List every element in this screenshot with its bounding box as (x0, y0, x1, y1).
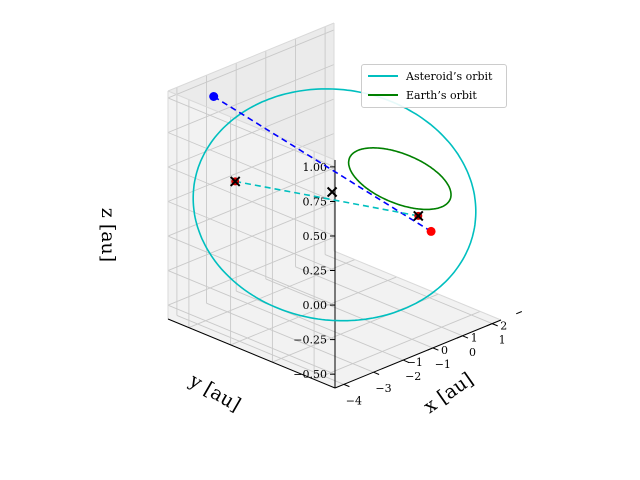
x-tick (343, 383, 350, 388)
y-axis-line (167, 318, 336, 389)
grid-line-z (167, 202, 335, 272)
cyan-dashed-segment (235, 180, 419, 217)
grid-line-z (167, 201, 336, 271)
x-tick (462, 335, 469, 339)
grid-line-z (167, 235, 336, 306)
x-tick-label: −3 (375, 382, 391, 395)
grid-line-y (313, 310, 481, 380)
z-tick-label: 0.75 (303, 196, 328, 209)
grid-lines (167, 26, 493, 385)
x-tick (491, 323, 498, 327)
y-tick (456, 335, 463, 339)
z-tick-label: 0.00 (303, 299, 328, 312)
grid-line-x (176, 314, 345, 385)
grid-line-x (206, 302, 374, 373)
z-tick-label: 0.25 (303, 265, 328, 278)
legend-swatch-earth (368, 94, 398, 96)
blue-point (209, 92, 219, 101)
z-tick-label: −0.25 (293, 334, 327, 347)
grid-line-z (167, 64, 335, 133)
grid-line-z (167, 133, 335, 202)
x-tick-label: −1 (435, 358, 451, 371)
pane-edge (333, 250, 502, 321)
cross-marker (326, 186, 338, 198)
legend-entry-earth: Earth’s orbit (368, 87, 477, 103)
z-tick-label: −0.50 (293, 368, 327, 381)
z-tick-label: 1.00 (303, 161, 328, 174)
plot-data (192, 88, 477, 322)
y-tick-label: 0 (441, 344, 448, 357)
x-tick-label: 1 (499, 334, 506, 347)
grid-line-x (324, 254, 493, 325)
x-tick-label: −2 (405, 370, 421, 383)
y-tick (427, 347, 433, 351)
legend-swatch-asteroid (368, 75, 398, 77)
legend-label-earth: Earth’s orbit (406, 88, 477, 102)
y-axis-label: y [au] (185, 369, 245, 416)
grid-line-z (167, 167, 335, 237)
legend-label-asteroid: Asteroid’s orbit (406, 69, 493, 83)
grid-line-y (230, 276, 397, 346)
x-tick (373, 371, 380, 375)
cross-marker (229, 176, 241, 187)
pane-edge (167, 90, 336, 161)
pane-edge (167, 22, 335, 92)
x-tick (403, 359, 409, 363)
grid-line-x (295, 266, 463, 337)
asteroid-orbit-line (192, 88, 477, 322)
x-axis-label: x [au] (420, 368, 478, 418)
x-tick (432, 347, 439, 351)
y-tick-label: −1 (407, 356, 423, 369)
legend: Asteroid’s orbit Earth’s orbit (361, 64, 507, 108)
x-tick-label: −4 (346, 394, 362, 407)
grid-line-z (167, 98, 335, 168)
grid-line-z (167, 29, 335, 99)
x-axis-line (334, 319, 502, 389)
legend-entry-asteroid: Asteroid’s orbit (368, 68, 492, 84)
y-tick (486, 323, 493, 327)
y-tick-label: 1 (471, 332, 478, 345)
grid-line-z (167, 304, 336, 375)
earth-orbit-line (347, 147, 452, 211)
cross-marker (413, 210, 424, 222)
x-tick-label: 0 (469, 346, 476, 359)
z-tick-label: 0.50 (303, 230, 328, 243)
y-tick-label: 2 (500, 320, 507, 333)
grid-line-y (188, 259, 356, 329)
grid-line-z (167, 270, 336, 341)
axis-lines (167, 22, 522, 389)
z-axis-label: z [au] (97, 208, 119, 262)
tick-labels: −4−3−2−101−1012−0.50−0.250.000.250.500.7… (293, 161, 507, 408)
red-point (426, 226, 436, 236)
grid-line-x (265, 278, 433, 349)
blue-dashed-segment (213, 95, 432, 233)
grid-line-z (167, 132, 336, 202)
grid-line-z (167, 236, 335, 306)
y-tick (516, 311, 522, 315)
